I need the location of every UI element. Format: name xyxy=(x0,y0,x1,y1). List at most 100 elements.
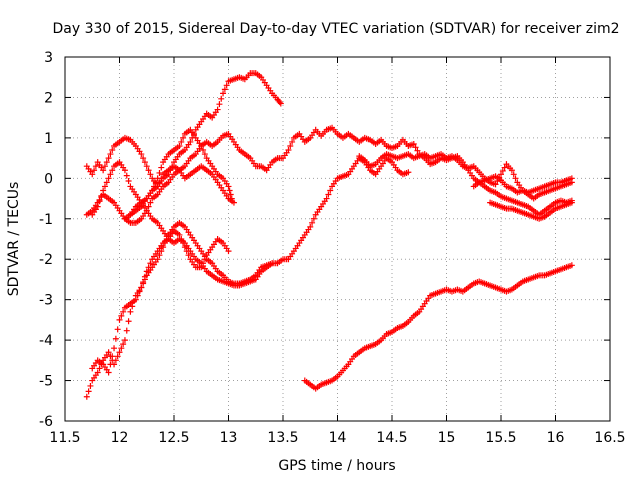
data-point xyxy=(323,195,330,202)
data-point xyxy=(228,195,235,202)
data-point xyxy=(98,192,105,199)
data-point xyxy=(178,236,185,242)
data-point xyxy=(230,199,237,206)
series-arc-3 xyxy=(127,163,237,218)
data-point xyxy=(107,171,114,178)
data-point xyxy=(112,335,119,342)
data-point xyxy=(123,327,130,334)
plot-frame xyxy=(64,56,611,422)
data-point xyxy=(138,151,145,158)
data-point xyxy=(145,167,152,174)
data-point xyxy=(89,171,96,178)
data-point xyxy=(114,326,121,333)
x-tick-label: 16 xyxy=(547,430,565,446)
data-point xyxy=(85,388,92,395)
data-point xyxy=(226,187,233,194)
data-point xyxy=(214,106,221,113)
x-tick-label: 12.5 xyxy=(158,430,189,446)
data-point xyxy=(109,167,116,174)
data-point xyxy=(410,140,417,147)
data-point xyxy=(118,312,125,319)
series-arc-4 xyxy=(121,126,235,222)
data-point xyxy=(568,179,575,186)
data-point xyxy=(492,181,499,188)
data-point xyxy=(100,187,107,194)
data-point xyxy=(200,260,207,267)
data-point xyxy=(143,268,150,275)
data-point xyxy=(152,179,159,186)
data-point xyxy=(216,101,223,108)
data-point xyxy=(121,337,128,344)
data-point xyxy=(118,345,125,352)
data-point xyxy=(105,349,112,356)
data-point xyxy=(154,175,161,182)
data-point xyxy=(96,365,103,372)
data-point xyxy=(225,183,232,190)
data-point xyxy=(100,167,107,174)
data-point xyxy=(83,393,90,400)
data-point xyxy=(508,167,515,174)
data-point xyxy=(227,191,234,198)
data-point xyxy=(223,82,230,89)
y-tick-label: -1 xyxy=(39,212,53,228)
data-point xyxy=(109,353,116,360)
series-arc-10 xyxy=(470,173,575,202)
data-point xyxy=(276,99,283,106)
data-point xyxy=(269,260,276,267)
y-tick-label: -6 xyxy=(39,414,53,430)
data-point xyxy=(105,175,112,182)
x-tick-label: 11.5 xyxy=(49,430,80,446)
data-point xyxy=(145,264,152,271)
data-point xyxy=(198,264,205,271)
y-tick-label: -5 xyxy=(39,374,53,390)
data-point xyxy=(94,369,101,376)
data-point xyxy=(498,171,504,178)
x-tick-label: 13 xyxy=(220,430,238,446)
chart-title: Day 330 of 2015, Sidereal Day-to-day VTE… xyxy=(53,21,620,37)
y-tick-label: 3 xyxy=(44,50,53,66)
data-point xyxy=(127,308,134,315)
data-point xyxy=(187,138,194,145)
data-point xyxy=(105,369,112,376)
data-point xyxy=(289,138,296,145)
y-tick-label: 0 xyxy=(44,171,53,187)
x-tick-label: 13.5 xyxy=(267,430,298,446)
data-point xyxy=(405,169,412,176)
x-tick-label: 16.5 xyxy=(594,430,625,446)
data-point xyxy=(101,163,108,170)
data-point xyxy=(414,147,421,154)
data-point xyxy=(121,167,128,174)
data-point xyxy=(120,308,127,315)
x-tick-label: 12 xyxy=(111,430,129,446)
data-point xyxy=(221,86,228,93)
data-point xyxy=(114,353,121,360)
data-point xyxy=(147,171,154,178)
data-point xyxy=(512,175,519,182)
data-point xyxy=(138,284,145,291)
series-arc-9 xyxy=(356,151,575,196)
data-point xyxy=(185,252,192,259)
series-arc-1 xyxy=(83,70,284,190)
series-arc-7 xyxy=(89,227,232,376)
grid-lines xyxy=(65,57,610,421)
data-point xyxy=(94,203,101,210)
data-point xyxy=(181,244,188,251)
data-point xyxy=(285,147,292,154)
data-point xyxy=(91,167,98,174)
data-point xyxy=(92,163,99,170)
data-point xyxy=(510,171,517,178)
data-point xyxy=(568,262,575,269)
y-tick-label: -3 xyxy=(39,293,53,309)
y-tick-label: -2 xyxy=(39,252,53,268)
data-point xyxy=(109,147,116,154)
data-point xyxy=(103,179,110,186)
data-point xyxy=(149,187,156,194)
data-point xyxy=(307,223,314,230)
data-point xyxy=(501,164,508,171)
data-point xyxy=(176,142,183,149)
data-points xyxy=(83,70,575,400)
data-point xyxy=(145,203,152,210)
x-tick-label: 15.5 xyxy=(485,430,516,446)
data-point xyxy=(105,155,112,162)
